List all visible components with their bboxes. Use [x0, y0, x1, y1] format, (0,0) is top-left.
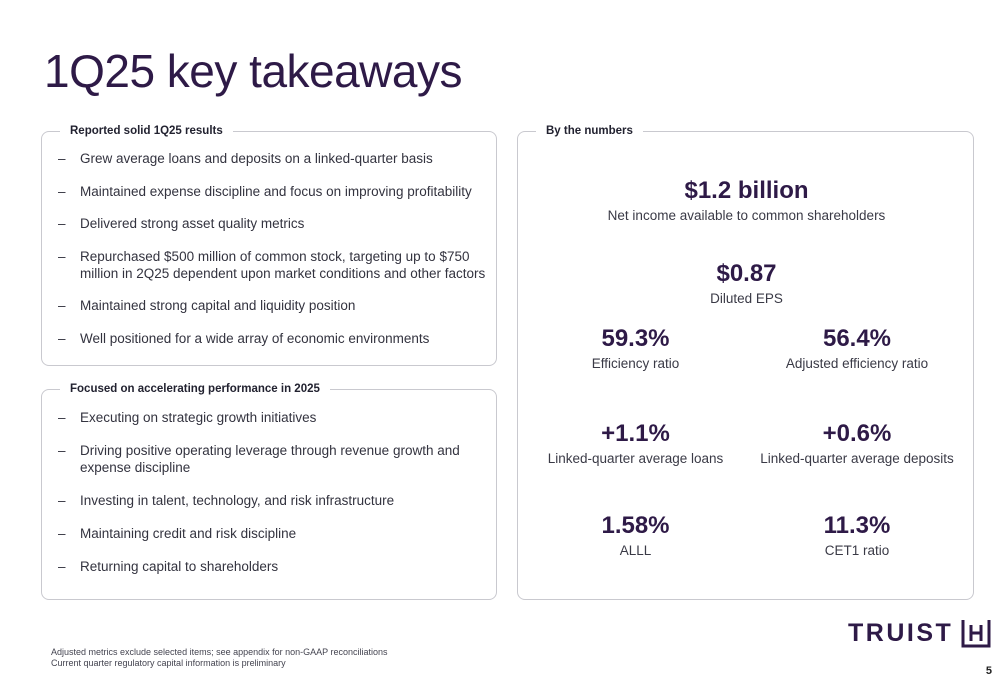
list-item: Driving positive operating leverage thro… [58, 442, 486, 476]
logo-wordmark: TRUIST [848, 618, 954, 647]
metric-label: Diluted EPS [710, 291, 783, 306]
metric-label: Linked-quarter average deposits [760, 451, 954, 466]
focus-panel: Focused on accelerating performance in 2… [41, 382, 497, 600]
metric-value: 1.58% [601, 512, 670, 539]
focus-list: Executing on strategic growth initiative… [58, 409, 486, 591]
metric-value: $1.2 billion [684, 177, 809, 204]
metric-label: Efficiency ratio [591, 356, 680, 371]
list-item: Maintaining credit and risk discipline [58, 525, 486, 542]
metric-value: 59.3% [601, 325, 670, 352]
truist-logo: TRUIST [848, 617, 991, 649]
results-panel-heading: Reported solid 1Q25 results [60, 124, 233, 139]
footnote-line: Adjusted metrics exclude selected items;… [51, 647, 388, 657]
results-list: Grew average loans and deposits on a lin… [58, 150, 486, 362]
metric-value: +1.1% [601, 420, 670, 447]
metric-value: 11.3% [823, 512, 891, 539]
list-item: Investing in talent, technology, and ris… [58, 492, 486, 509]
footnotes: Adjusted metrics exclude selected items;… [51, 647, 388, 669]
list-item: Returning capital to shareholders [58, 558, 486, 575]
page-number: 5 [985, 665, 992, 677]
list-item: Maintained strong capital and liquidity … [58, 297, 486, 314]
list-item: Repurchased $500 million of common stock… [58, 248, 486, 282]
footnote-line: Current quarter regulatory capital infor… [51, 658, 286, 668]
numbers-panel-heading: By the numbers [536, 124, 643, 139]
metric-loans: +1.1% Linked-quarter average loans [523, 420, 748, 468]
list-item: Grew average loans and deposits on a lin… [58, 150, 486, 167]
metric-label: CET1 ratio [824, 543, 890, 558]
metric-label: ALLL [619, 543, 652, 558]
list-item: Maintained expense discipline and focus … [58, 183, 486, 200]
metric-adj-efficiency: 56.4% Adjusted efficiency ratio [744, 325, 970, 373]
metric-efficiency: 59.3% Efficiency ratio [523, 325, 748, 373]
metric-eps: $0.87 Diluted EPS [518, 260, 975, 308]
list-item: Delivered strong asset quality metrics [58, 215, 486, 232]
metric-value: +0.6% [822, 420, 892, 447]
metric-value: 56.4% [822, 325, 892, 352]
page-title: 1Q25 key takeaways [44, 45, 463, 97]
truist-h-mark-icon [961, 620, 991, 648]
list-item: Well positioned for a wide array of econ… [58, 330, 486, 347]
metric-deposits: +0.6% Linked-quarter average deposits [744, 420, 970, 468]
results-panel: Reported solid 1Q25 results Grew average… [41, 124, 497, 366]
metric-cet1: 11.3% CET1 ratio [744, 512, 970, 560]
metric-net-income: $1.2 billion Net income available to com… [518, 177, 975, 225]
metric-value: $0.87 [716, 260, 777, 287]
focus-panel-heading: Focused on accelerating performance in 2… [60, 382, 330, 397]
metric-label: Net income available to common sharehold… [607, 208, 886, 223]
metric-alll: 1.58% ALLL [523, 512, 748, 560]
metric-label: Linked-quarter average loans [547, 451, 724, 466]
numbers-panel: By the numbers $1.2 billion Net income a… [517, 124, 975, 600]
metric-label: Adjusted efficiency ratio [785, 356, 929, 371]
list-item: Executing on strategic growth initiative… [58, 409, 486, 426]
